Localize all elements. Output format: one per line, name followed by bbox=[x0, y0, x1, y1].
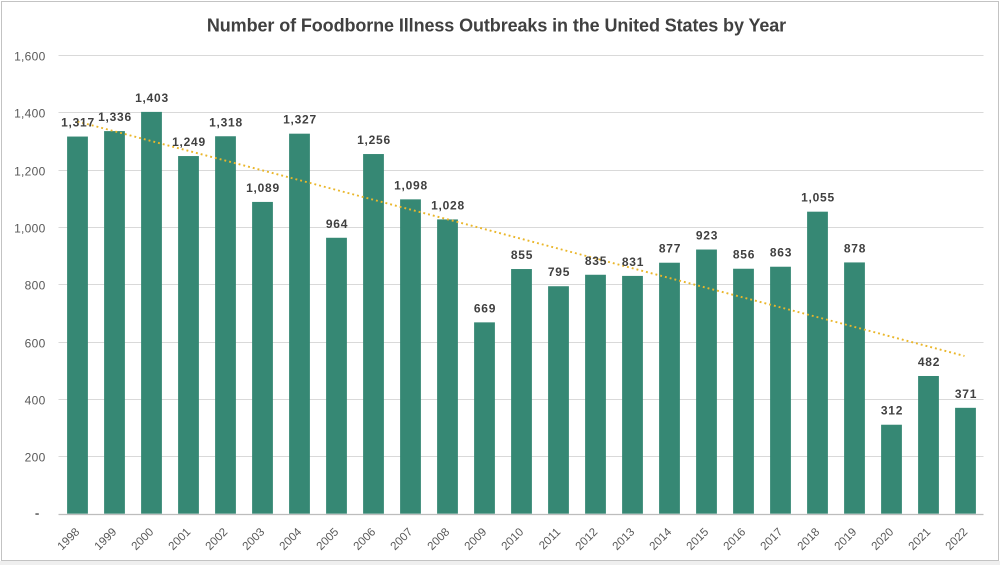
svg-text:855: 855 bbox=[511, 248, 533, 262]
svg-text:1999: 1999 bbox=[92, 525, 119, 552]
svg-text:831: 831 bbox=[622, 255, 644, 269]
svg-text:2008: 2008 bbox=[425, 525, 452, 552]
svg-text:2022: 2022 bbox=[943, 525, 970, 552]
svg-text:600: 600 bbox=[25, 336, 46, 350]
svg-text:2021: 2021 bbox=[906, 525, 933, 552]
svg-text:2003: 2003 bbox=[240, 525, 267, 552]
svg-text:1,249: 1,249 bbox=[172, 135, 206, 149]
svg-text:1,098: 1,098 bbox=[394, 178, 428, 192]
svg-text:856: 856 bbox=[733, 248, 755, 262]
svg-text:312: 312 bbox=[881, 404, 903, 418]
svg-text:482: 482 bbox=[918, 355, 940, 369]
svg-text:Number of Foodborne Illness Ou: Number of Foodborne Illness Outbreaks in… bbox=[207, 16, 786, 36]
svg-text:964: 964 bbox=[326, 217, 348, 231]
svg-text:878: 878 bbox=[844, 241, 866, 255]
svg-text:2019: 2019 bbox=[832, 525, 859, 552]
svg-text:1,600: 1,600 bbox=[14, 49, 46, 63]
svg-text:2017: 2017 bbox=[758, 525, 785, 552]
svg-text:863: 863 bbox=[770, 246, 792, 260]
svg-text:1,055: 1,055 bbox=[801, 191, 835, 205]
svg-text:835: 835 bbox=[585, 254, 607, 268]
svg-text:2010: 2010 bbox=[499, 525, 526, 552]
svg-text:800: 800 bbox=[25, 278, 46, 292]
svg-text:1,403: 1,403 bbox=[135, 91, 169, 105]
svg-text:1,000: 1,000 bbox=[14, 221, 46, 235]
svg-text:1998: 1998 bbox=[55, 525, 82, 552]
svg-text:669: 669 bbox=[474, 301, 496, 315]
svg-text:1,327: 1,327 bbox=[283, 113, 317, 127]
svg-text:1,317: 1,317 bbox=[61, 116, 95, 130]
svg-text:2007: 2007 bbox=[388, 525, 415, 552]
svg-text:400: 400 bbox=[25, 393, 46, 407]
svg-text:1,400: 1,400 bbox=[14, 106, 46, 120]
svg-text:2015: 2015 bbox=[684, 525, 711, 552]
svg-text:2016: 2016 bbox=[721, 525, 748, 552]
svg-text:2006: 2006 bbox=[351, 525, 378, 552]
svg-text:2020: 2020 bbox=[869, 525, 896, 552]
svg-text:371: 371 bbox=[955, 387, 977, 401]
svg-text:2001: 2001 bbox=[166, 525, 193, 552]
svg-text:2018: 2018 bbox=[795, 525, 822, 552]
svg-text:877: 877 bbox=[659, 242, 681, 256]
svg-text:1,336: 1,336 bbox=[98, 110, 132, 124]
svg-text:1,089: 1,089 bbox=[246, 181, 280, 195]
svg-text:2009: 2009 bbox=[462, 525, 489, 552]
svg-text:1,028: 1,028 bbox=[431, 198, 465, 212]
svg-text:2013: 2013 bbox=[610, 525, 637, 552]
svg-text:200: 200 bbox=[25, 450, 46, 464]
svg-text:1,318: 1,318 bbox=[209, 115, 243, 129]
svg-text:1,256: 1,256 bbox=[357, 133, 391, 147]
svg-text:2004: 2004 bbox=[277, 525, 305, 553]
svg-text:2002: 2002 bbox=[203, 525, 230, 552]
svg-text:795: 795 bbox=[548, 265, 570, 279]
svg-text:2011: 2011 bbox=[536, 525, 563, 552]
svg-text:2000: 2000 bbox=[129, 525, 156, 552]
svg-text:1,200: 1,200 bbox=[14, 164, 46, 178]
svg-text:2005: 2005 bbox=[314, 525, 341, 552]
svg-text:923: 923 bbox=[696, 229, 718, 243]
svg-text:2014: 2014 bbox=[647, 525, 675, 553]
svg-text:2012: 2012 bbox=[573, 525, 600, 552]
